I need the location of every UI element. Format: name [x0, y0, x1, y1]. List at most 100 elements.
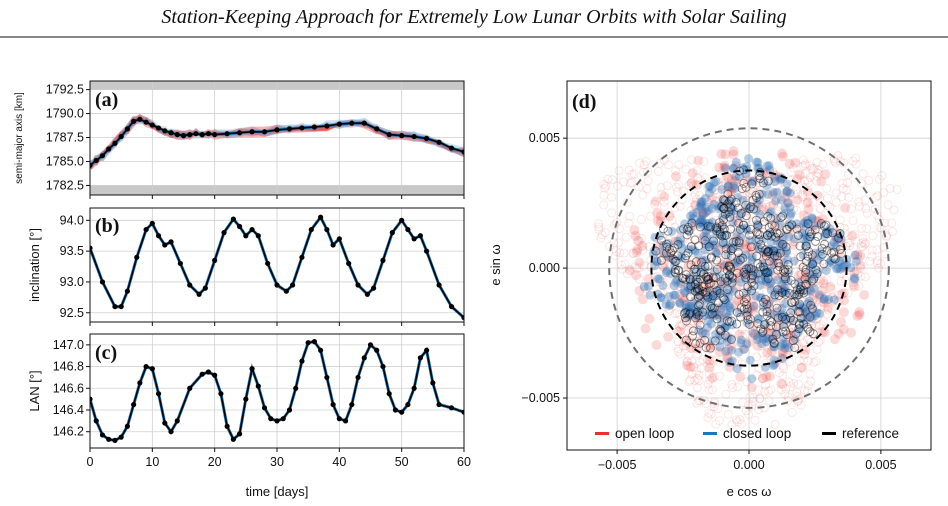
reference-point: [753, 319, 763, 328]
reference-point: [780, 268, 790, 278]
reference-point: [670, 257, 680, 266]
closed-loop-point: [699, 311, 709, 321]
open-loop-point: [682, 356, 692, 366]
closed-loop-point: [751, 205, 761, 215]
open-loop-point: [689, 318, 699, 328]
open-loop-point: [856, 238, 866, 248]
reference-point: [747, 179, 757, 189]
open-loop-point: [785, 201, 795, 211]
reference-point: [658, 224, 668, 234]
reference-point: [801, 256, 811, 266]
closed-loop-point: [684, 244, 694, 254]
reference-point: [218, 391, 224, 397]
open-loop-point: [812, 221, 822, 231]
open-loop-point: [763, 328, 774, 339]
reference-point: [799, 319, 809, 329]
open-loop-point: [783, 392, 793, 402]
open-loop-point: [705, 286, 715, 296]
reference-point: [801, 241, 811, 251]
open-loop-point: [774, 368, 784, 378]
open-loop-point: [812, 225, 822, 235]
open-loop-point: [793, 270, 804, 281]
reference-point: [759, 320, 769, 330]
closed-loop-point: [765, 165, 775, 175]
reference-point: [112, 303, 118, 310]
reference-point: [684, 226, 694, 236]
closed-loop-point: [714, 204, 724, 214]
open-loop-point: [828, 292, 838, 302]
open-loop-point: [705, 340, 716, 351]
open-loop-point: [759, 190, 769, 200]
open-loop-point: [822, 309, 832, 319]
closed-loop-point: [760, 319, 770, 329]
open-loop-point: [773, 314, 783, 324]
closed-loop-point: [717, 221, 727, 231]
open-loop-point: [794, 305, 805, 316]
open-loop-point: [711, 295, 721, 305]
open-loop-point: [742, 244, 752, 254]
open-loop-point: [718, 262, 728, 272]
reference-point: [696, 267, 706, 277]
reference-point: [722, 276, 732, 286]
open-loop-point: [717, 194, 727, 204]
closed-loop-point: [729, 181, 739, 191]
closed-loop-point: [757, 189, 767, 199]
closed-loop-point: [790, 334, 800, 344]
closed-loop-point: [732, 228, 742, 238]
reference-point: [693, 292, 703, 302]
closed-loop-point: [686, 211, 696, 221]
open-loop-point: [755, 213, 765, 223]
reference-point: [695, 320, 705, 330]
plot-area-b: [90, 214, 464, 321]
open-loop-point: [644, 313, 655, 324]
open-loop-point: [735, 371, 746, 382]
reference-point: [411, 133, 417, 140]
open-loop-point: [777, 270, 788, 281]
reference-point: [774, 291, 784, 300]
open-loop-point: [634, 257, 645, 268]
open-loop-point: [745, 264, 756, 275]
open-loop-point: [816, 302, 826, 312]
open-loop-point: [828, 293, 838, 303]
closed-loop-point: [639, 282, 649, 292]
open-loop-point: [717, 310, 727, 320]
closed-loop-point: [781, 314, 791, 324]
reference-point: [318, 214, 324, 220]
open-loop-point: [703, 413, 713, 423]
open-loop-point: [716, 255, 726, 265]
closed-loop-point: [779, 274, 789, 284]
reference-point: [90, 162, 93, 168]
open-loop-point: [724, 183, 734, 193]
open-loop-point: [756, 274, 766, 284]
reference-point: [744, 263, 754, 273]
open-loop-point: [774, 172, 785, 183]
reference-point: [737, 184, 747, 194]
closed-loop-point: [815, 247, 825, 257]
reference-point: [772, 303, 782, 313]
open-loop-point: [785, 311, 795, 321]
open-loop-point: [816, 319, 826, 329]
open-loop-point: [737, 324, 747, 334]
open-loop-point: [788, 163, 798, 173]
closed-loop-point: [772, 307, 782, 317]
closed-loop-point: [736, 338, 746, 348]
closed-loop-point: [797, 314, 807, 324]
open-loop-point: [607, 208, 617, 218]
open-loop-point: [784, 297, 794, 307]
closed-loop-point: [787, 305, 797, 315]
reference-point: [783, 265, 793, 275]
reference-point: [727, 272, 737, 282]
closed-loop-point: [807, 313, 817, 323]
open-loop-point: [684, 351, 694, 361]
reference-point: [701, 272, 711, 282]
closed-loop-point: [718, 212, 728, 222]
open-loop-point: [649, 277, 659, 287]
reference-point: [690, 264, 700, 274]
open-loop-point: [715, 341, 725, 351]
open-loop-point: [851, 266, 861, 276]
closed-loop-point: [777, 279, 787, 289]
open-loop-point: [772, 299, 782, 309]
reference-point: [137, 380, 143, 386]
closed-loop-point: [780, 299, 790, 309]
open-loop-point: [822, 184, 832, 194]
